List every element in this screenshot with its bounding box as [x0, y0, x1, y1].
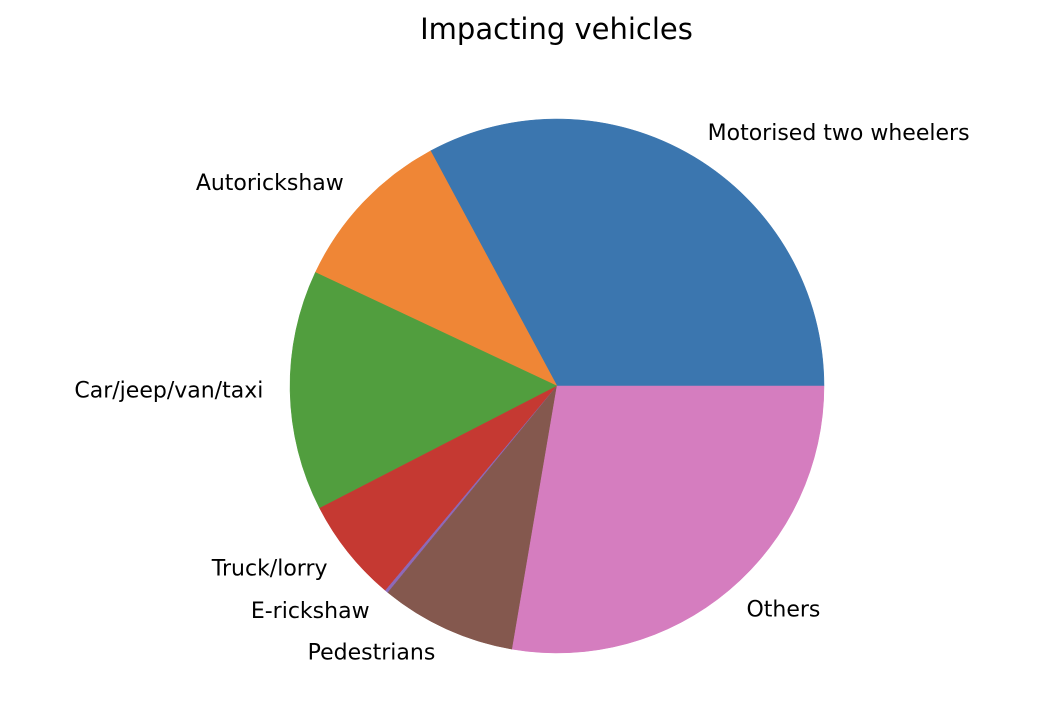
- pie-slices: [289, 118, 825, 654]
- pie-label-others: Others: [746, 597, 820, 622]
- pie-slice-pedestrians: [387, 385, 558, 650]
- chart-title: Impacting vehicles: [420, 12, 693, 46]
- pie-slice-others: [511, 385, 825, 654]
- pie-slice-car-jeep-van-taxi: [289, 272, 558, 509]
- pie-slice-autorickshaw: [315, 150, 558, 387]
- pie-label-car-jeep-van-taxi: Car/jeep/van/taxi: [74, 378, 263, 403]
- pie-slice-motorised-two-wheelers: [430, 118, 825, 387]
- pie-label-pedestrians: Pedestrians: [308, 640, 436, 665]
- pie-labels: Motorised two wheelers Autorickshaw Car/je…: [74, 121, 969, 665]
- pie-label-e-rickshaw: E-rickshaw: [251, 599, 370, 624]
- pie-label-autorickshaw: Autorickshaw: [196, 171, 344, 196]
- pie-label-truck-lorry: Truck/lorry: [211, 556, 328, 581]
- pie-label-motorised-two-wheelers: Motorised two wheelers: [708, 121, 970, 146]
